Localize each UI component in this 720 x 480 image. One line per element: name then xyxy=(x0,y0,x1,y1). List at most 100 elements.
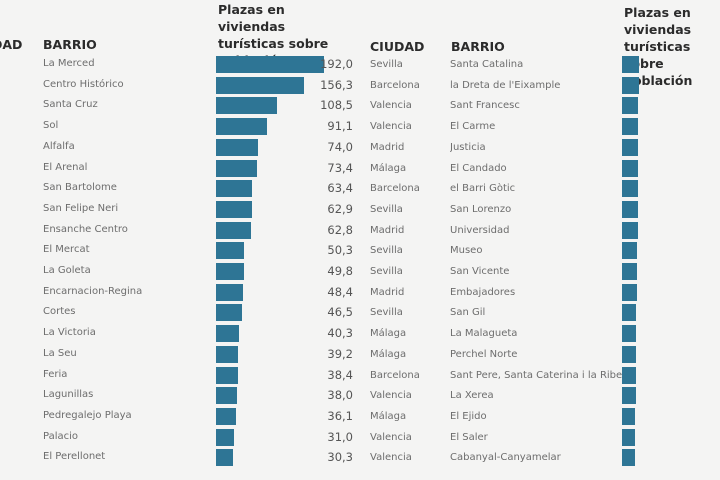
value-label: 63,4 xyxy=(327,181,353,196)
bar xyxy=(622,325,637,343)
city-label: Valencia xyxy=(370,100,412,112)
bar xyxy=(216,304,243,322)
bar xyxy=(216,283,244,301)
barrio-label: El Perellonet xyxy=(43,451,106,463)
city-label: Madrid xyxy=(370,224,405,236)
city-label: Valencia xyxy=(370,431,412,443)
bar xyxy=(216,263,245,280)
bar xyxy=(622,200,638,218)
bar xyxy=(622,180,638,198)
barrio-label: Santa Cruz xyxy=(43,99,98,111)
barrio-label: Sant Pere, Santa Caterina i la Ribera xyxy=(450,369,622,381)
header-city-left: CIUDAD xyxy=(0,37,23,52)
bar xyxy=(622,366,636,384)
bar xyxy=(216,118,268,136)
barrio-label: Palacio xyxy=(43,430,79,442)
bar xyxy=(622,242,638,260)
barrio-label: Encarnacion-Regina xyxy=(43,285,143,297)
bar xyxy=(622,387,636,405)
barrio-label: El Carme xyxy=(450,121,496,133)
value-label: 31,0 xyxy=(327,429,353,444)
city-label: Barcelona xyxy=(370,369,420,381)
value-label: 73,4 xyxy=(327,160,353,175)
bar xyxy=(216,242,245,260)
barrio-label: San Gil xyxy=(450,307,486,319)
bar xyxy=(622,56,639,73)
barrio-label: El Saler xyxy=(450,431,488,443)
barrio-label: Embajadores xyxy=(450,286,516,298)
barrio-label: La Malagueta xyxy=(450,328,518,340)
bar xyxy=(622,407,636,425)
bar xyxy=(216,387,238,405)
city-label: Madrid xyxy=(370,286,405,298)
city-label: Málaga xyxy=(370,162,407,174)
bar xyxy=(622,76,639,94)
bar xyxy=(216,76,305,94)
value-label: 62,9 xyxy=(327,201,353,216)
barrio-label: el Barri Gòtic xyxy=(450,183,516,195)
bar xyxy=(216,366,238,384)
city-label: Málaga xyxy=(370,410,407,422)
header-barrio-right: BARRIO xyxy=(451,39,505,54)
bar xyxy=(216,345,239,363)
bar xyxy=(622,449,635,467)
bar xyxy=(216,449,234,467)
bar xyxy=(216,407,237,425)
bar xyxy=(622,283,637,301)
barrio-label: La Seu xyxy=(43,347,77,359)
bar xyxy=(622,345,636,363)
bar xyxy=(622,263,637,280)
header-barrio-left: BARRIO xyxy=(43,37,97,52)
bar xyxy=(216,138,258,156)
barrio-label: Ensanche Centro xyxy=(43,223,128,235)
barrio-label: la Dreta de l'Eixample xyxy=(450,79,561,91)
value-label: 46,5 xyxy=(327,305,353,320)
city-label: Valencia xyxy=(370,121,412,133)
header-city-right: CIUDAD xyxy=(370,39,425,54)
barrio-label: San Bartolome xyxy=(43,182,117,194)
barrio-label: El Mercat xyxy=(43,244,90,256)
city-label: Barcelona xyxy=(370,183,420,195)
value-label: 39,2 xyxy=(327,346,353,361)
barrio-label: San Lorenzo xyxy=(450,203,512,215)
barrio-label: Lagunillas xyxy=(43,389,94,401)
value-label: 38,4 xyxy=(327,367,353,382)
value-label: 74,0 xyxy=(327,139,353,154)
barrio-label: La Merced xyxy=(43,58,95,69)
bar xyxy=(216,97,278,115)
barrio-label: Justicia xyxy=(450,141,486,153)
value-label: 62,8 xyxy=(327,222,353,237)
city-label: Málaga xyxy=(370,348,407,360)
value-label: 50,3 xyxy=(327,243,353,258)
bar xyxy=(216,180,252,198)
barrio-label: El Candado xyxy=(450,162,507,174)
value-label: 192,0 xyxy=(320,57,353,71)
bar xyxy=(216,428,234,446)
city-label: Málaga xyxy=(370,328,407,340)
bar xyxy=(216,159,258,177)
bar xyxy=(216,221,252,239)
value-label: 38,0 xyxy=(327,388,353,403)
value-label: 49,8 xyxy=(327,264,353,278)
bar xyxy=(622,221,638,239)
barrio-label: Cabanyal-Canyamelar xyxy=(450,452,561,464)
barrio-label: Sant Francesc xyxy=(450,100,520,112)
bar xyxy=(622,118,639,136)
barrio-label: Universidad xyxy=(450,224,510,236)
barrio-label: Santa Catalina xyxy=(450,59,524,70)
bar xyxy=(622,304,637,322)
barrio-label: El Arenal xyxy=(43,161,88,173)
bar xyxy=(216,325,239,343)
city-label: Sevilla xyxy=(370,245,403,257)
value-label: 156,3 xyxy=(320,77,353,92)
value-label: 30,3 xyxy=(327,450,353,465)
city-label: Madrid xyxy=(370,141,405,153)
value-label: 91,1 xyxy=(327,119,353,134)
barrio-label: Pedregalejo Playa xyxy=(43,409,132,421)
barrio-label: San Felipe Neri xyxy=(43,202,119,214)
bar xyxy=(622,138,639,156)
barrio-label: Museo xyxy=(450,245,483,257)
bar xyxy=(622,428,636,446)
bar xyxy=(622,159,639,177)
value-label: 108,5 xyxy=(320,98,353,113)
